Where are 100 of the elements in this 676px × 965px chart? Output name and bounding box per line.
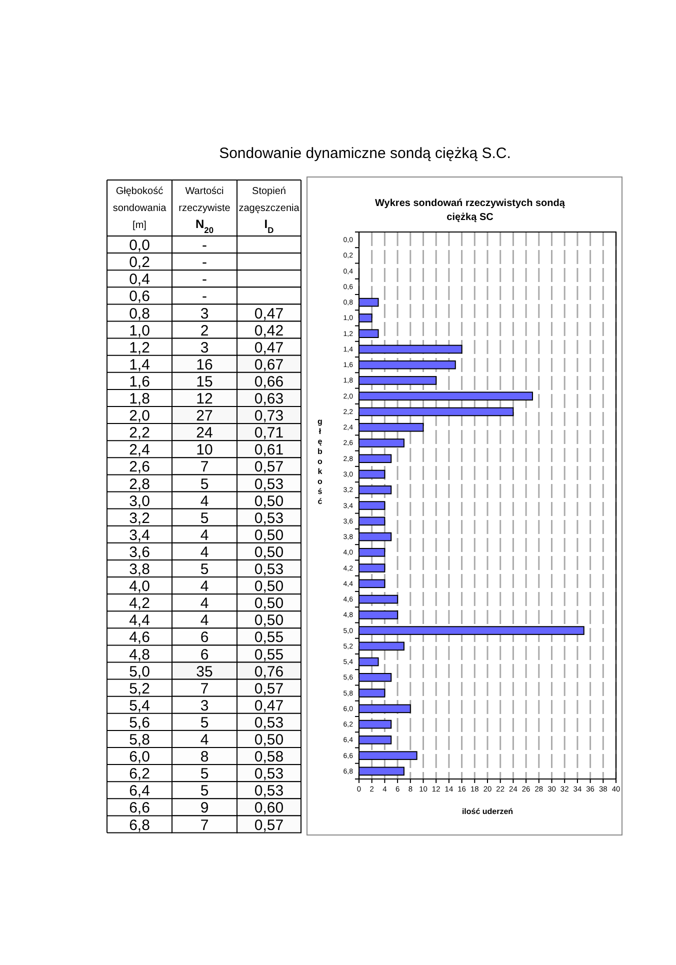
y-tick-label: 6,6 (129, 800, 150, 817)
text: - (202, 271, 207, 288)
data-label: 0,53 (254, 510, 284, 527)
data-label: 27 (196, 408, 213, 425)
data-label: 5 (200, 476, 209, 493)
y-tick-label: 1,4 (129, 356, 150, 374)
y-tick-label: 6,0 (129, 748, 150, 766)
data-label: 8 (200, 748, 209, 766)
y-tick-label: 2,2 (129, 424, 150, 442)
data-label: 0,47 (254, 305, 284, 322)
y-tick-label: 6,8 (129, 816, 150, 834)
y-tick-label: 3,8 (129, 561, 150, 578)
data-label: 0,50 (254, 612, 284, 630)
y-tick-label: 3,6 (129, 544, 150, 561)
data-label: 4 (200, 578, 209, 596)
data-label: 0,60 (254, 800, 284, 817)
y-tick-label: 0,6 (129, 288, 150, 306)
data-label: 0,53 (254, 561, 284, 578)
data-label: 0,50 (254, 578, 284, 596)
data-label: 0,50 (254, 492, 284, 510)
y-tick-label: 1,2 (129, 339, 150, 356)
data-label: 9 (200, 800, 209, 817)
data-label: 7 (200, 458, 209, 476)
y-tick-label: 5,8 (129, 732, 150, 748)
data-label: 6 (200, 629, 209, 646)
y-tick-label: 0,2 (129, 254, 150, 272)
y-axis-title: Głębokość sondowania [m] (112, 186, 167, 231)
data-label: 0,57 (254, 816, 284, 834)
data-label: 3 (200, 697, 209, 714)
data-label: 0,73 (254, 408, 284, 425)
data-label: 0,53 (254, 766, 284, 783)
y-tick-label: 4,4 (129, 612, 150, 630)
data-label: 3 (200, 339, 209, 356)
data-label: 10 (196, 442, 213, 459)
data-label: 6 (200, 646, 209, 664)
data-label: 0,71 (254, 424, 284, 442)
y-tick-label: 2,6 (129, 458, 150, 476)
y-tick-label: 5,2 (129, 680, 150, 698)
data-label: 0,61 (254, 442, 284, 459)
data-label: 0,42 (254, 322, 284, 340)
data-label: 0,47 (254, 339, 284, 356)
y-tick-label: 5,0 (129, 663, 150, 680)
data-label: 5 (200, 714, 209, 732)
data-label: 2 (200, 322, 209, 340)
data-label: 0,55 (254, 646, 284, 664)
y-tick-label: 5,4 (129, 697, 150, 714)
text: głębokość (318, 417, 322, 506)
data-label: 16 (196, 356, 213, 374)
data-label: 0,67 (254, 356, 284, 374)
data-label: 15 (196, 373, 213, 390)
text: - (202, 288, 207, 306)
y-tick-label: 4,0 (129, 578, 150, 596)
text: Sondowanie dynamiczne sondą ciężką S.C. (219, 145, 511, 162)
y-tick-label: 3,4 (129, 526, 150, 544)
data-label: 0,58 (254, 748, 284, 766)
data-label: 24 (196, 424, 213, 442)
data-label: 0,55 (254, 629, 284, 646)
data-label: 4 (200, 595, 209, 612)
data-label: 0,50 (254, 595, 284, 612)
x-tick-label: Wartości rzeczywiste N$_{20}$ (178, 186, 231, 235)
data-label: 3 (200, 305, 209, 322)
data-label: 7 (200, 680, 209, 698)
data-label: 0,50 (254, 526, 284, 544)
data-label: 0,50 (254, 544, 284, 561)
y-tick-label: 2,0 (129, 408, 150, 425)
data-label: 7 (200, 816, 209, 834)
y-tick-label: 3,0 (129, 492, 150, 510)
x-axis-title: ilość uderzeń (462, 807, 514, 816)
data-label: 4 (200, 732, 209, 748)
data-label: 0,53 (254, 714, 284, 732)
y-tick-label: 4,6 (129, 629, 150, 646)
data-label: 4 (200, 526, 209, 544)
data-label: 0,47 (254, 697, 284, 714)
y-tick-label: 1,0 (129, 322, 150, 340)
data-label: 5 (200, 766, 209, 783)
data-label: 12 (196, 390, 213, 408)
y-tick-label: 1,6 (129, 373, 150, 390)
data-label: 0,57 (254, 458, 284, 476)
data-label: 5 (200, 782, 209, 800)
data-label: 0,63 (254, 390, 284, 408)
data-label: 5 (200, 510, 209, 527)
y-tick-label: 0,0 (129, 237, 150, 254)
y-tick-label: 6,2 (129, 766, 150, 783)
x-tick-label: Stopień zagęszczenia I$_{D}$ (238, 186, 300, 235)
data-label: 35 (196, 663, 213, 680)
chart-title: Wykres sondowań rzeczywistych sondą ciężką SC (375, 198, 566, 223)
text: - (202, 237, 207, 254)
data-label: 0,53 (254, 476, 284, 493)
y-tick-label: 3,2 (129, 510, 150, 527)
y-tick-label: 1,8 (129, 390, 150, 408)
data-label: 4 (200, 544, 209, 561)
data-label: 4 (200, 612, 209, 630)
data-label: 0,53 (254, 782, 284, 800)
y-tick-label: 2,4 (129, 442, 150, 459)
data-label: 0,57 (254, 680, 284, 698)
y-tick-label: 0,4 (129, 271, 150, 288)
text: - (202, 254, 207, 272)
y-tick-label: 5,6 (129, 714, 150, 732)
data-label: 5 (200, 561, 209, 578)
y-tick-label: 6,4 (129, 782, 150, 800)
